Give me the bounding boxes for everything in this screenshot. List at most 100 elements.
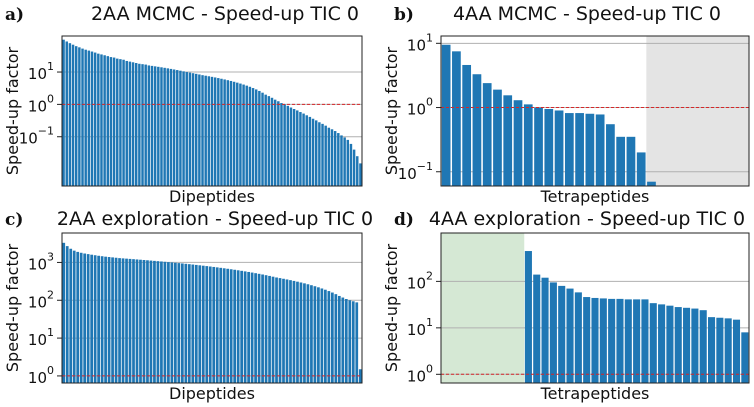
bar [232, 81, 236, 186]
bar [616, 136, 626, 186]
bar [144, 64, 147, 186]
bar [135, 259, 139, 383]
bar [264, 94, 267, 186]
y-tick-label: 100 [28, 364, 54, 387]
bar [220, 78, 223, 186]
bar [699, 310, 707, 383]
bar [285, 279, 289, 383]
panel-letter: a) [5, 5, 24, 25]
bar [121, 258, 125, 383]
bar [187, 264, 191, 383]
bar [72, 250, 76, 383]
bar [62, 39, 65, 187]
bar [84, 49, 87, 186]
bar [666, 305, 674, 383]
bar [156, 261, 160, 383]
bar [76, 251, 80, 383]
bar [523, 104, 533, 186]
bar [308, 116, 312, 186]
chart-title: 4AA exploration - Speed-up TIC 0 [429, 208, 745, 230]
bar [243, 271, 247, 383]
bar [62, 242, 66, 383]
bar [267, 96, 271, 186]
bar [341, 297, 345, 383]
bar [358, 369, 362, 383]
bar [170, 262, 174, 383]
shaded-region [441, 233, 525, 383]
bar [324, 289, 327, 383]
bar [207, 76, 211, 186]
bar [658, 304, 666, 383]
bar [239, 83, 242, 186]
bar [533, 274, 541, 383]
bar [103, 55, 106, 186]
bar [116, 58, 119, 187]
bar [534, 107, 543, 186]
bar [153, 66, 157, 186]
bar [184, 263, 188, 383]
bar [330, 292, 334, 383]
bar [599, 298, 607, 383]
bar [90, 254, 94, 383]
bar [343, 137, 346, 186]
bar [258, 90, 261, 186]
bar [229, 269, 233, 383]
bar [93, 52, 97, 186]
bar [351, 301, 355, 383]
bar [359, 163, 362, 186]
bar [109, 57, 113, 186]
bar [223, 79, 226, 186]
bar [606, 124, 615, 186]
bar [147, 65, 151, 186]
bar [349, 143, 353, 186]
bar [649, 303, 657, 383]
bar [119, 59, 122, 187]
bar [513, 100, 523, 186]
bar [78, 47, 81, 186]
bar [320, 288, 324, 383]
bar [150, 65, 154, 186]
bar [250, 272, 254, 383]
bar [541, 277, 549, 383]
bar [240, 270, 244, 383]
bar [125, 60, 128, 186]
y-tick-label: 101 [407, 31, 433, 54]
bar [83, 253, 87, 383]
bar [278, 278, 282, 383]
bar [296, 110, 299, 186]
bar [194, 264, 198, 383]
bar [104, 256, 107, 383]
bar [160, 261, 163, 383]
bar [724, 318, 732, 383]
bar [633, 299, 641, 383]
bar [257, 273, 261, 383]
bar [558, 285, 566, 383]
bar [139, 259, 142, 383]
bar [334, 294, 338, 383]
bar [549, 282, 557, 383]
bar [566, 288, 574, 383]
bar [112, 57, 116, 187]
bar [482, 83, 492, 186]
bar [324, 125, 327, 186]
bar [346, 139, 350, 186]
bar [169, 68, 173, 186]
bar [87, 50, 91, 186]
chart-title: 2AA MCMC - Speed-up TIC 0 [91, 3, 359, 25]
bar [299, 282, 303, 383]
y-tick-label: 100 [407, 362, 433, 385]
bar [708, 317, 716, 383]
bar [321, 123, 324, 186]
bar [462, 64, 472, 186]
bar [149, 260, 153, 383]
chart-panel: 102 101 100 d) 4AA exploration - Speed-up TI… [382, 208, 750, 403]
bar [125, 258, 128, 383]
plot-frame [61, 35, 363, 187]
bar [270, 97, 274, 186]
y-axis-label: Speed-up factor [382, 243, 401, 372]
bar [289, 107, 293, 186]
bar [128, 258, 132, 383]
y-tick-label: 10−1 [398, 160, 433, 183]
bar [271, 276, 275, 383]
bar [65, 246, 69, 383]
